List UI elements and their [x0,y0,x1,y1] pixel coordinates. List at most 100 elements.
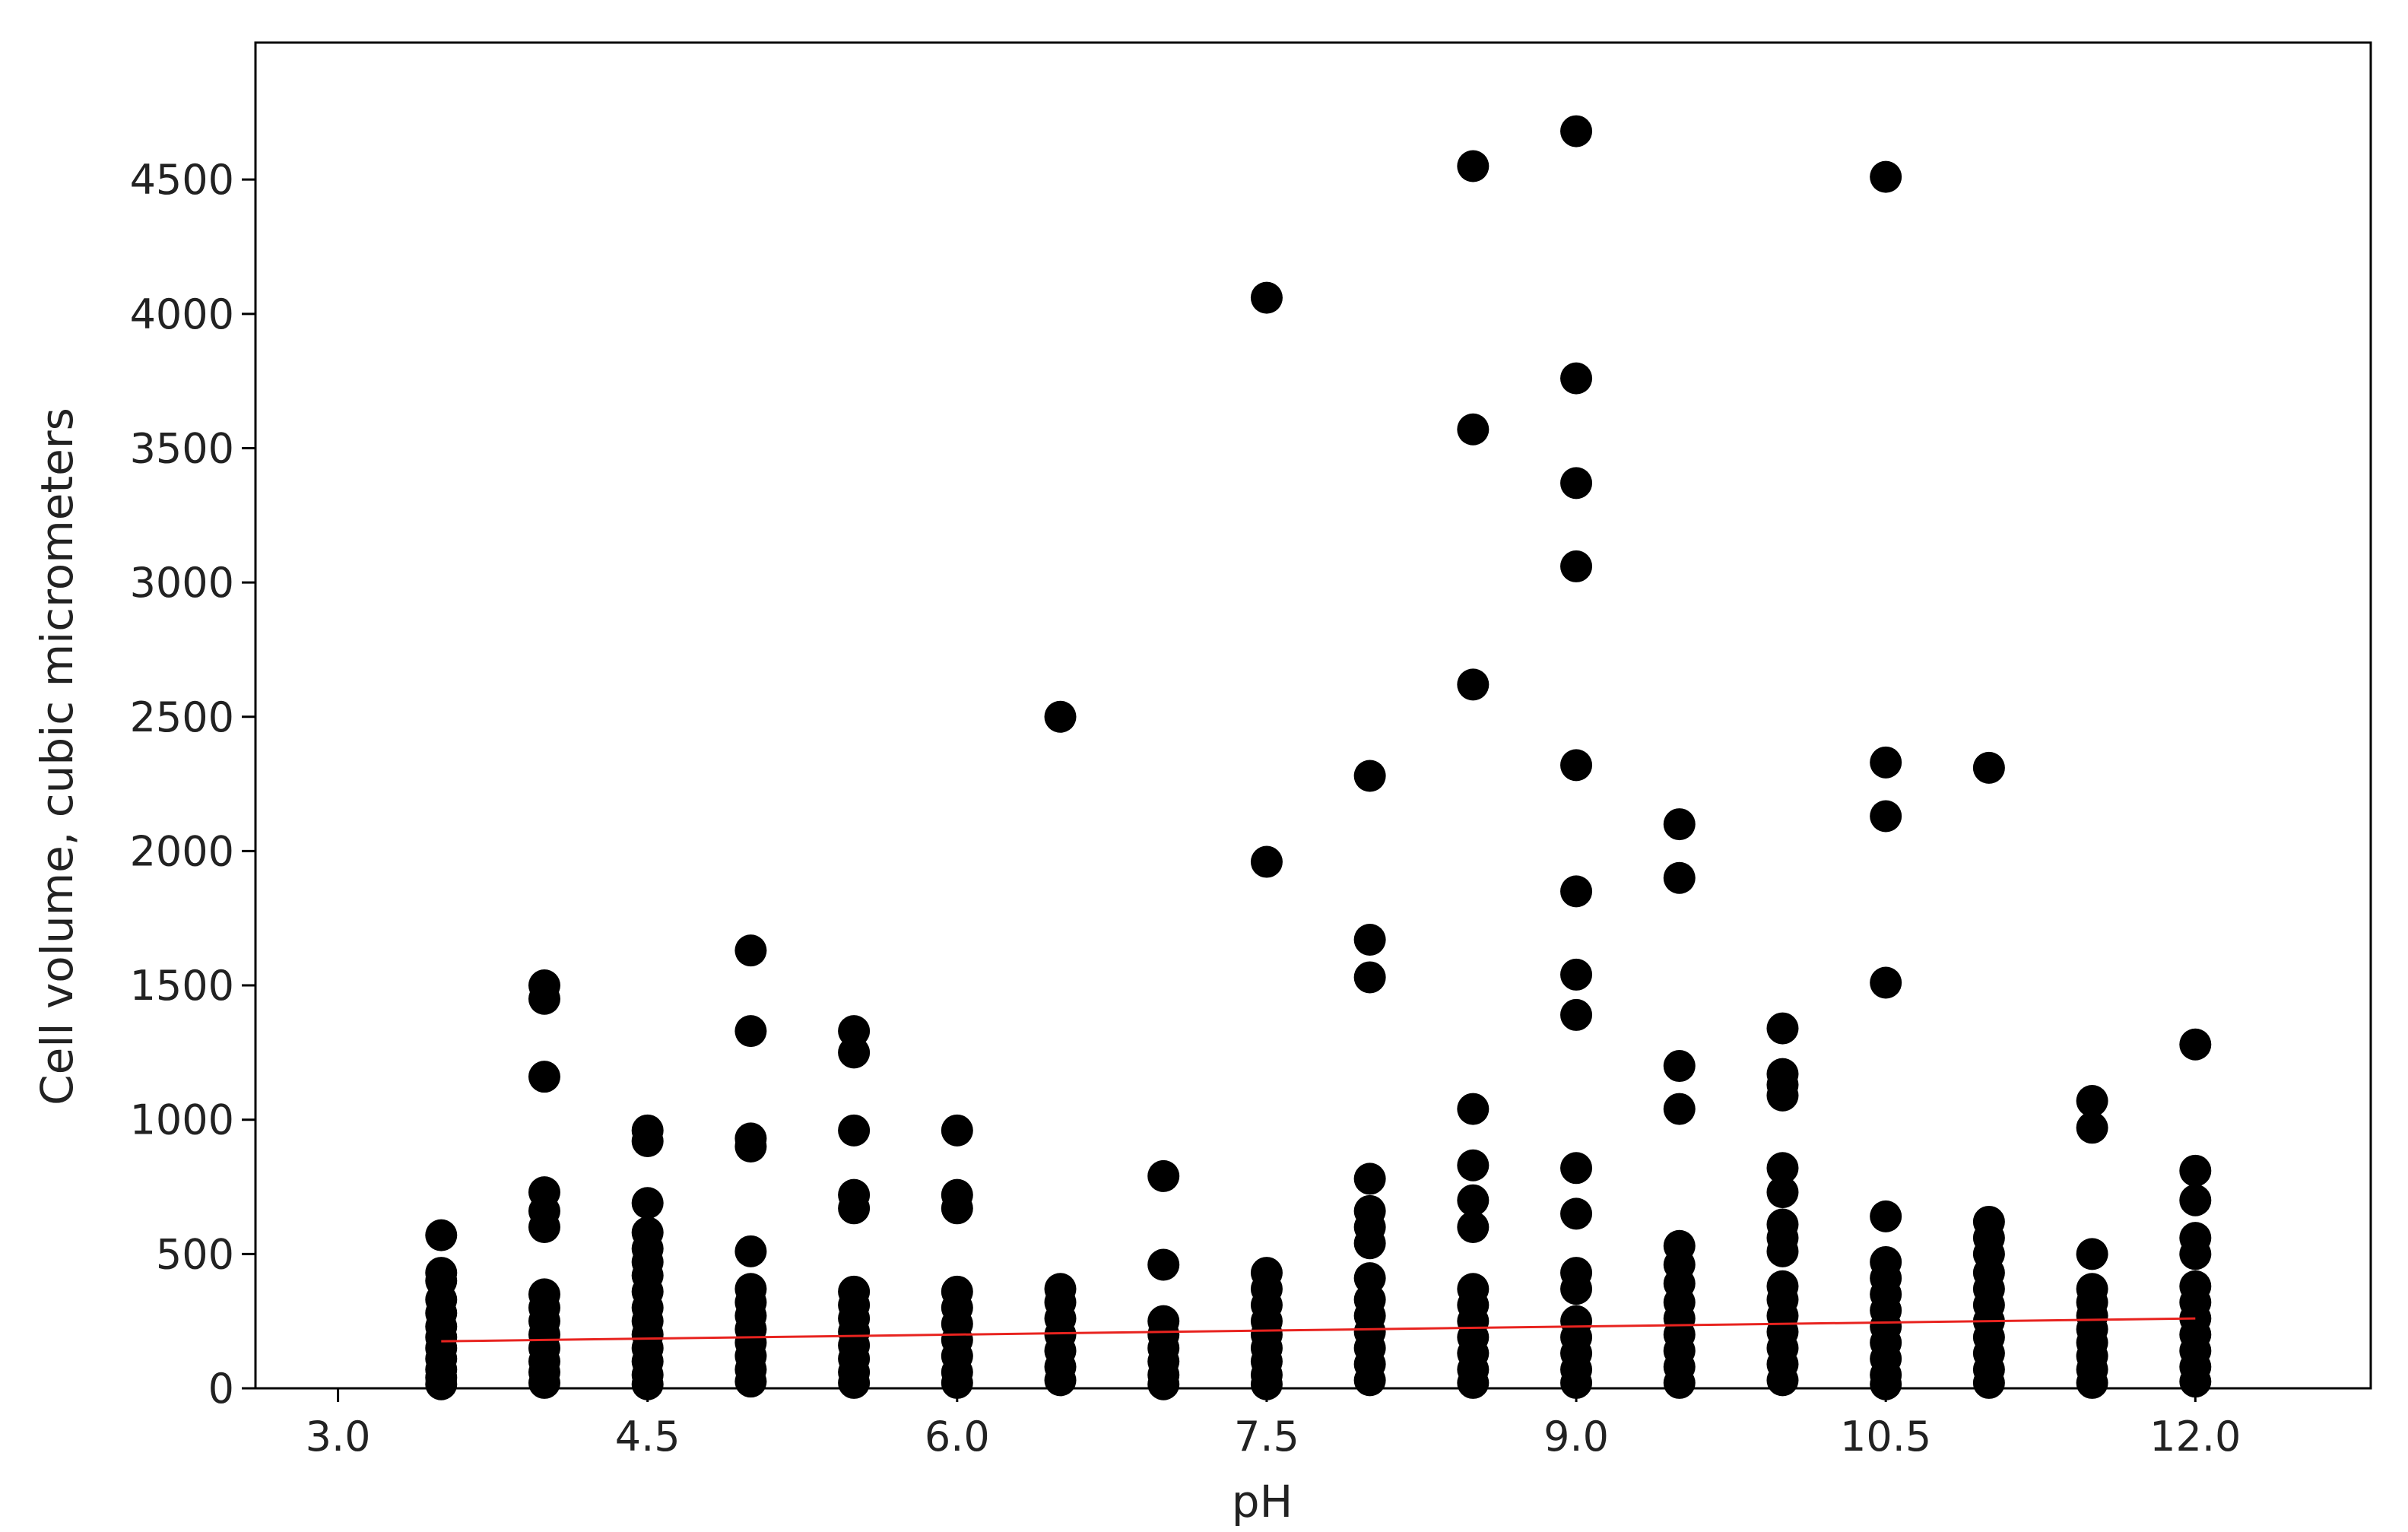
data-point [425,1219,458,1251]
data-point [1870,800,1902,833]
data-point [1560,1366,1593,1399]
data-point [2179,1365,2212,1398]
data-point [1457,1149,1490,1182]
data-point [1353,961,1386,994]
data-point [528,982,560,1015]
data-point [1457,413,1490,446]
data-point [734,1015,767,1048]
data-point [1147,1368,1180,1400]
data-point [1766,1235,1799,1267]
data-point [734,1131,767,1163]
data-point [1457,1093,1490,1125]
data-point [1560,1152,1593,1185]
x-axis-title: pH [1232,1476,1293,1527]
y-tick-label: 4000 [130,290,234,338]
y-tick-label: 1500 [130,962,234,1010]
data-point [1560,958,1593,991]
data-point [941,1114,973,1147]
data-point [528,1061,560,1093]
data-point [2179,1238,2212,1270]
data-point [631,1368,664,1400]
data-point [1560,362,1593,395]
data-point [2179,1184,2212,1216]
data-point [734,934,767,967]
y-tick-label: 4500 [130,156,234,204]
data-point [1457,668,1490,701]
data-point [2076,1238,2108,1270]
data-point [838,1366,871,1399]
data-point [1457,1184,1490,1216]
data-point [1457,150,1490,182]
data-point [1560,875,1593,908]
data-point [2179,1028,2212,1061]
data-point [1147,1248,1180,1281]
data-point [1147,1159,1180,1192]
data-point [1870,1200,1902,1232]
data-point [1560,749,1593,782]
y-tick-label: 0 [208,1365,234,1413]
data-point [2076,1084,2108,1117]
data-point [1044,700,1077,733]
x-tick-label: 6.0 [925,1413,990,1461]
data-point [1870,966,1902,999]
data-point [528,1366,560,1399]
data-point [1766,1012,1799,1045]
data-point [941,1366,973,1399]
data-point [1250,281,1283,314]
x-tick-label: 9.0 [1543,1413,1609,1461]
data-point [1870,746,1902,779]
data-point [1560,550,1593,582]
data-point [838,1114,871,1147]
data-point [1250,1368,1283,1400]
x-tick-label: 10.5 [1840,1413,1931,1461]
x-tick-label: 4.5 [615,1413,681,1461]
x-tick-label: 7.5 [1234,1413,1299,1461]
data-point [1560,1197,1593,1230]
data-point [1560,998,1593,1031]
y-tick-label: 3000 [130,559,234,607]
trend-line [441,1317,2196,1343]
data-point [1457,1366,1490,1399]
data-point [1766,1152,1799,1185]
data-point [1353,760,1386,792]
data-point [838,1036,871,1069]
data-point [2179,1154,2212,1187]
data-point [1353,1227,1386,1260]
data-point [1457,1211,1490,1244]
data-point [1663,1093,1696,1125]
data-point [1972,751,2005,784]
y-tick-label: 3500 [130,424,234,472]
data-point [631,1187,664,1220]
x-tick-label: 3.0 [306,1413,371,1461]
data-point [1353,1162,1386,1195]
data-point [734,1365,767,1398]
data-point [1663,861,1696,894]
data-point [631,1124,664,1157]
data-point [1250,845,1283,878]
data-point [2076,1366,2108,1399]
data-point [1560,115,1593,147]
y-tick-label: 1000 [130,1096,234,1144]
data-point [1766,1364,1799,1397]
data-point [734,1235,767,1267]
x-tick-label: 12.0 [2149,1413,2241,1461]
data-point [2076,1112,2108,1144]
data-point [1560,467,1593,500]
data-point [1870,160,1902,193]
data-point [1663,808,1696,841]
y-tick-label: 500 [156,1230,234,1278]
data-point [941,1192,973,1225]
data-point [1766,1176,1799,1209]
data-point [1766,1079,1799,1112]
y-axis-title: Cell volume, cubic micrometers [31,408,83,1105]
data-point [1663,1050,1696,1083]
data-point [425,1368,458,1400]
y-tick-label: 2500 [130,693,234,741]
data-point [1560,1273,1593,1305]
data-point [1972,1366,2005,1399]
y-tick-label: 2000 [130,827,234,875]
data-point [1044,1364,1077,1397]
data-point [1663,1366,1696,1399]
